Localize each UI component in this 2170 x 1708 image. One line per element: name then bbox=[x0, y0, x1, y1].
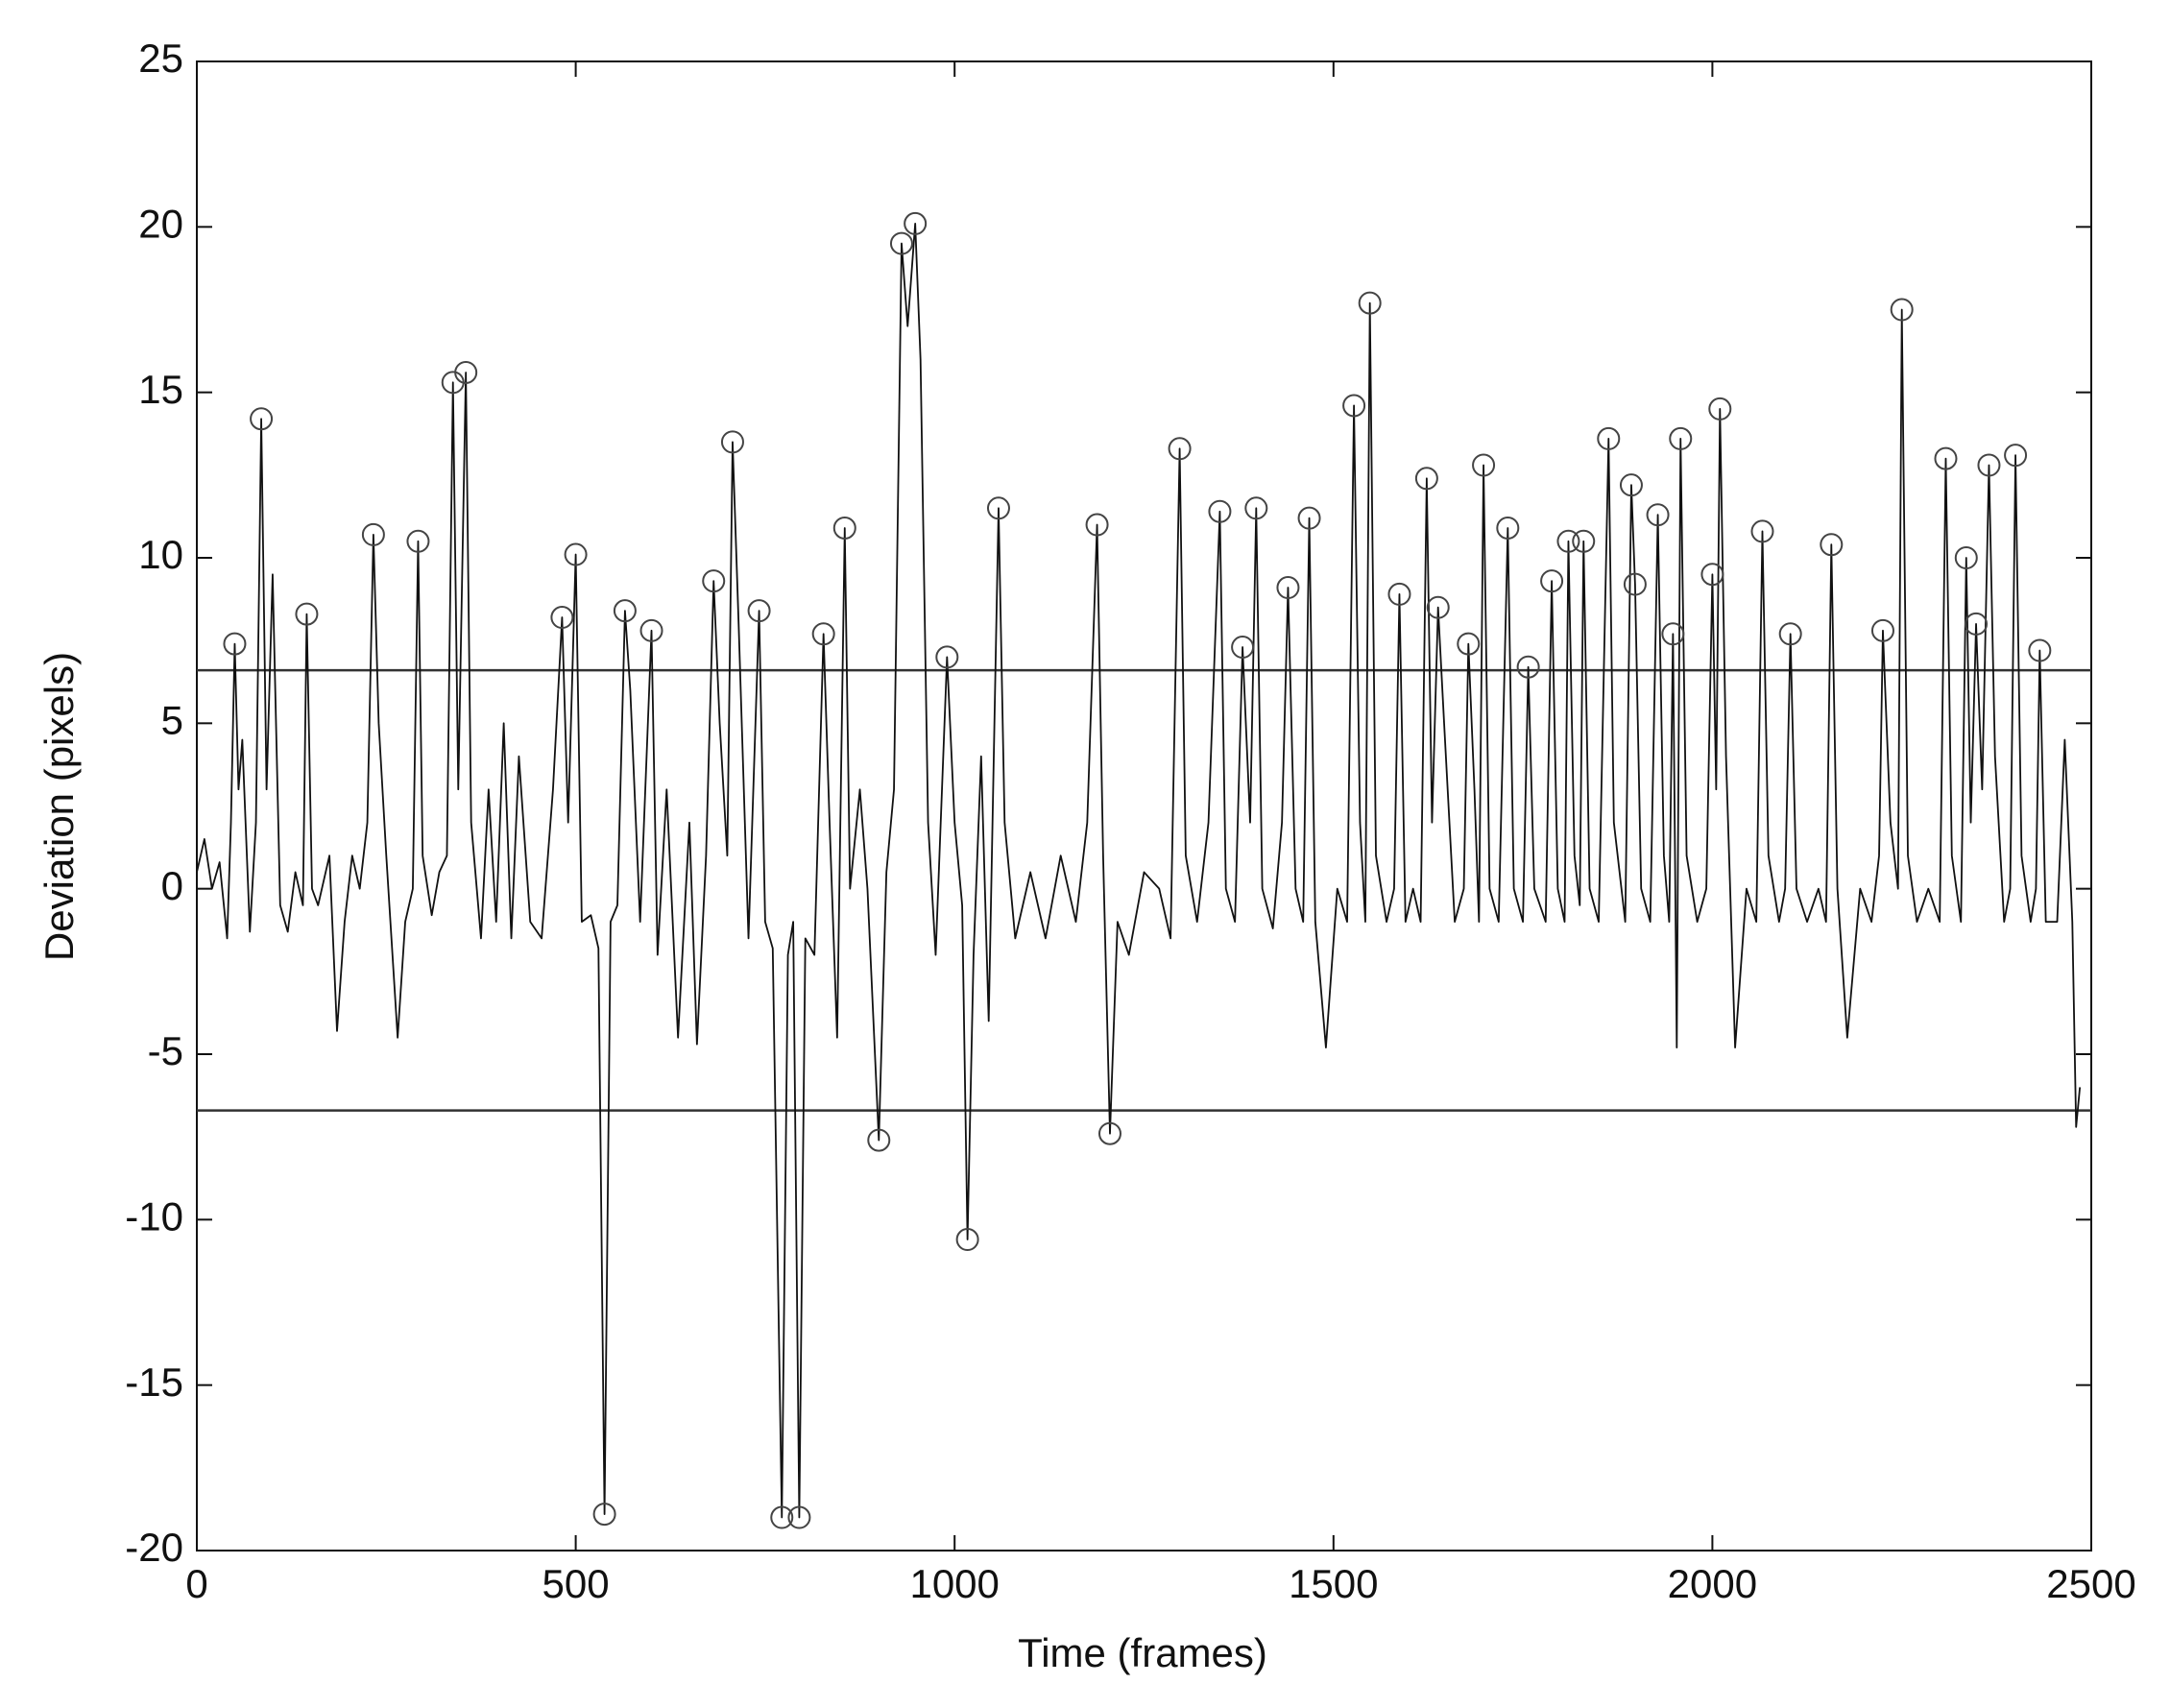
y-tick-label: 25 bbox=[138, 36, 183, 81]
peak-marker bbox=[1646, 503, 1670, 527]
peak-marker bbox=[1619, 473, 1643, 497]
x-tick-label: 2500 bbox=[2046, 1561, 2135, 1606]
peak-marker bbox=[1778, 622, 1802, 646]
peak-marker bbox=[250, 407, 274, 431]
peak-marker bbox=[955, 1228, 979, 1252]
y-tick-label: -15 bbox=[125, 1359, 183, 1405]
peak-marker bbox=[1623, 572, 1647, 596]
peak-marker bbox=[1977, 453, 2001, 477]
peak-marker bbox=[2028, 638, 2052, 662]
peak-marker bbox=[747, 599, 771, 623]
signal-line bbox=[196, 222, 2082, 1519]
x-tick-label: 1000 bbox=[909, 1561, 999, 1606]
peak-marker bbox=[889, 231, 913, 255]
peak-marker bbox=[1496, 516, 1520, 540]
peak-marker bbox=[1890, 298, 1914, 322]
peak-marker bbox=[1231, 636, 1255, 660]
peak-marker bbox=[1457, 632, 1481, 656]
y-tick-label: 15 bbox=[138, 367, 183, 412]
peak-marker bbox=[1572, 529, 1596, 553]
peak-marker bbox=[454, 360, 478, 384]
peak-marker bbox=[1358, 291, 1382, 315]
peak-marker bbox=[564, 542, 588, 566]
peak-marker bbox=[2004, 444, 2028, 468]
peak-marker bbox=[1750, 519, 1774, 543]
peak-marker bbox=[787, 1505, 811, 1529]
peak-marker bbox=[550, 606, 574, 630]
peak-marker bbox=[1661, 622, 1685, 646]
peak-marker bbox=[1516, 655, 1540, 679]
peak-marker bbox=[986, 496, 1010, 520]
peak-marker bbox=[1556, 529, 1580, 553]
y-tick-label: -20 bbox=[125, 1525, 183, 1570]
peak-marker bbox=[1597, 426, 1621, 450]
peak-marker bbox=[1934, 446, 1958, 470]
y-tick-label: -10 bbox=[125, 1193, 183, 1239]
peak-marker bbox=[639, 618, 663, 642]
peak-marker bbox=[1414, 467, 1438, 491]
peak-marker bbox=[1297, 506, 1321, 530]
peak-marker bbox=[1168, 437, 1192, 461]
peak-marker bbox=[770, 1505, 794, 1529]
x-tick-label: 2000 bbox=[1668, 1561, 1757, 1606]
x-tick-label: 0 bbox=[185, 1561, 207, 1606]
peak-marker bbox=[1669, 426, 1693, 450]
y-tick-label: 10 bbox=[138, 532, 183, 577]
peak-marker bbox=[1208, 499, 1232, 523]
peak-marker bbox=[832, 516, 856, 540]
peak-marker bbox=[1540, 569, 1564, 593]
peak-marker bbox=[1820, 533, 1844, 557]
peak-marker bbox=[1700, 563, 1724, 587]
peak-marker bbox=[406, 529, 430, 553]
peak-marker bbox=[361, 522, 385, 546]
peak-marker bbox=[295, 602, 319, 626]
y-tick-label: 20 bbox=[138, 201, 183, 246]
peak-marker bbox=[720, 430, 744, 454]
peak-marker bbox=[1244, 496, 1268, 520]
peak-marker bbox=[1708, 397, 1732, 421]
peak-marker bbox=[904, 211, 928, 235]
x-tick-label: 1500 bbox=[1289, 1561, 1378, 1606]
y-tick-label: -5 bbox=[148, 1028, 183, 1073]
x-axis-label: Time (frames) bbox=[1018, 1630, 1267, 1675]
peak-marker bbox=[1870, 618, 1894, 642]
peak-marker bbox=[1085, 513, 1109, 537]
y-axis-label: Deviation (pixels) bbox=[36, 652, 82, 961]
peak-marker bbox=[1426, 595, 1450, 619]
plot-frame bbox=[196, 60, 2092, 1552]
x-tick-label: 500 bbox=[542, 1561, 610, 1606]
peak-marker bbox=[935, 645, 959, 669]
peak-marker bbox=[867, 1128, 891, 1152]
peak-marker bbox=[1472, 453, 1496, 477]
peak-marker bbox=[1097, 1121, 1121, 1145]
peak-marker bbox=[1387, 582, 1411, 606]
peak-marker bbox=[613, 599, 637, 623]
peak-marker bbox=[811, 622, 835, 646]
peak-marker bbox=[1342, 394, 1366, 418]
peak-marker bbox=[702, 569, 726, 593]
peak-marker bbox=[223, 632, 247, 656]
y-tick-label: 5 bbox=[161, 697, 183, 742]
peak-marker bbox=[592, 1503, 616, 1527]
y-tick-label: 0 bbox=[161, 863, 183, 908]
peak-marker bbox=[1276, 576, 1300, 600]
peak-marker bbox=[1965, 612, 1989, 636]
peak-marker bbox=[1954, 546, 1978, 569]
